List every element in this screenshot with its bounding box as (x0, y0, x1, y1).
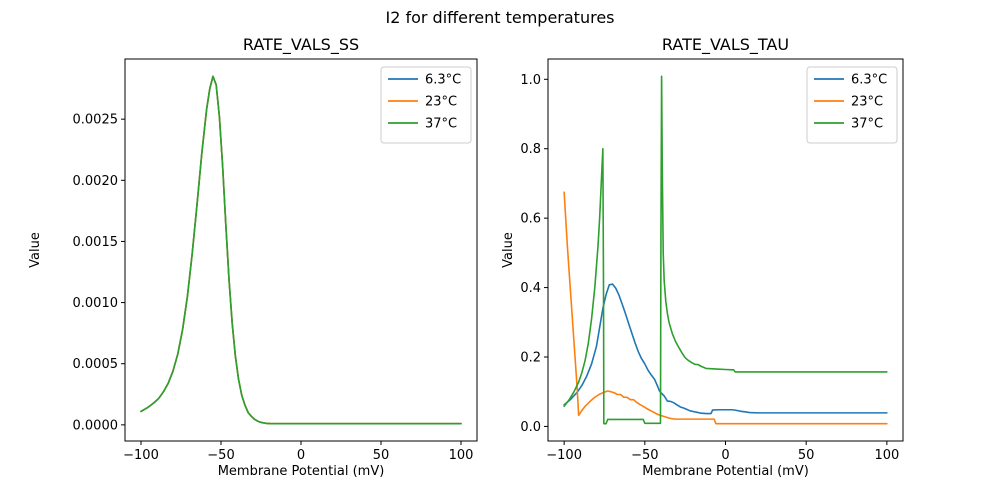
x-tick-label: 50 (798, 448, 815, 463)
y-tick-label: 1.0 (520, 73, 541, 88)
x-axis-ticks: −100 −50 0 50 100 (123, 441, 473, 463)
x-tick-label: −50 (207, 448, 234, 463)
series-line-37-c (140, 75, 462, 425)
subplot-title: RATE_VALS_SS (243, 35, 359, 55)
y-tick-label: 0.8 (520, 142, 541, 157)
x-tick-label: 0 (297, 448, 305, 463)
x-tick-label: −50 (631, 448, 658, 463)
y-tick-label: 0.6 (520, 212, 541, 227)
y-tick-label: 0.0025 (73, 113, 119, 128)
x-tick-label: 50 (373, 448, 390, 463)
legend-label: 37°C (425, 117, 457, 132)
legend-label: 23°C (425, 95, 457, 110)
plot-lines (140, 75, 462, 425)
legend: 6.3°C 23°C 37°C (380, 66, 472, 144)
series-line-23-c (563, 191, 888, 425)
legend-box (806, 66, 898, 144)
x-tick-label: 100 (449, 448, 474, 463)
subplot-rate-vals-ss: −100 −50 0 50 1000.00000.00050.00100.00150.0… (28, 35, 478, 479)
legend-label: 6.3°C (425, 73, 461, 88)
x-axis-label: Membrane Potential (mV) (218, 464, 385, 479)
x-axis-label: Membrane Potential (mV) (642, 464, 809, 479)
plot-lines (563, 75, 888, 425)
subplot-rate-vals-tau: −100 −50 0 50 100 0.0 0.2 0.4 0.6 0.8 1.0 RATE_VALS… (501, 35, 904, 479)
x-tick-label: 100 (874, 448, 899, 463)
y-tick-label: 0.2 (520, 350, 541, 365)
subplot-title: RATE_VALS_TAU (662, 35, 789, 55)
y-axis-ticks: 0.0000 0.0005 0.0010 0.0015 0.0020 0.0025 (73, 113, 125, 433)
y-axis-label: Value (28, 232, 43, 268)
x-tick-label: 0 (721, 448, 729, 463)
y-tick-label: 0.0 (520, 420, 541, 435)
series-line-37-c (563, 75, 888, 425)
y-tick-label: 0.4 (520, 281, 541, 296)
y-tick-label: 0.0000 (73, 418, 119, 433)
y-axis-label: Value (501, 232, 516, 268)
y-tick-label: 0.0005 (73, 357, 119, 372)
figure-title: I2 for different temperatures (385, 8, 615, 27)
y-tick-label: 0.0010 (73, 296, 119, 311)
y-tick-label: 0.0020 (73, 174, 119, 189)
x-axis-ticks: −100 −50 0 50 100 (546, 441, 899, 463)
x-tick-label: −100 (123, 448, 159, 463)
y-axis-ticks: 0.0 0.2 0.4 0.6 0.8 1.0 (520, 73, 548, 435)
legend-box (380, 66, 472, 144)
legend-label: 6.3°C (851, 73, 887, 88)
legend-label: 37°C (851, 117, 883, 132)
legend: 6.3°C 23°C 37°C (806, 66, 898, 144)
series-line-6-3-c (563, 283, 888, 415)
x-tick-label: −100 (546, 448, 582, 463)
y-tick-label: 0.0015 (73, 235, 119, 250)
legend-label: 23°C (851, 95, 883, 110)
